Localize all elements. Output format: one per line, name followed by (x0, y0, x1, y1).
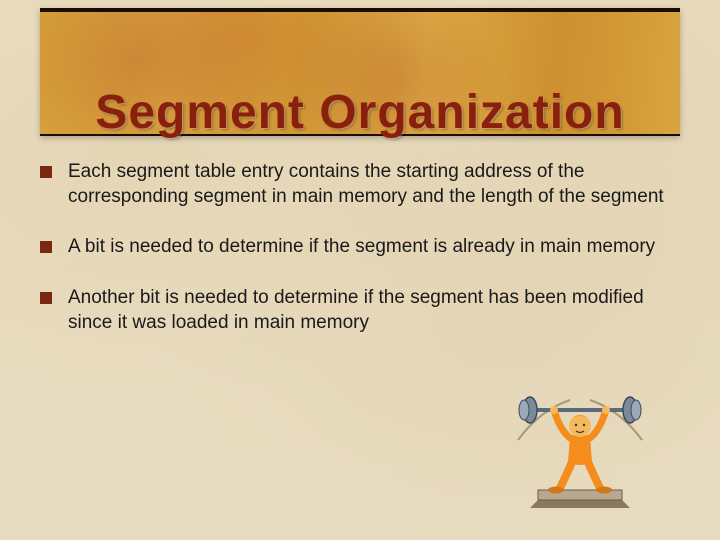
bullet-square-icon (40, 292, 52, 304)
bullet-text: Each segment table entry contains the st… (68, 160, 680, 209)
slide-title: Segment Organization (40, 85, 680, 140)
title-band: Segment Organization (40, 8, 680, 136)
weightlifter-clipart-icon (510, 380, 650, 510)
bullet-square-icon (40, 166, 52, 178)
list-item: Another bit is needed to determine if th… (40, 286, 680, 335)
bullet-square-icon (40, 241, 52, 253)
bullet-text: A bit is needed to determine if the segm… (68, 235, 655, 260)
list-item: Each segment table entry contains the st… (40, 160, 680, 209)
bullet-list: Each segment table entry contains the st… (40, 160, 680, 361)
list-item: A bit is needed to determine if the segm… (40, 235, 680, 260)
bullet-text: Another bit is needed to determine if th… (68, 286, 680, 335)
